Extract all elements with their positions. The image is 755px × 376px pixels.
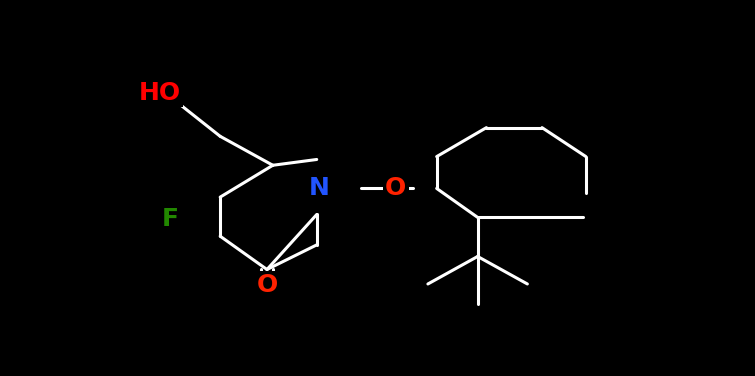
Text: N: N (310, 176, 330, 200)
Text: N: N (310, 176, 330, 200)
Text: O: O (257, 273, 278, 297)
Text: O: O (385, 176, 406, 200)
Text: HO: HO (138, 81, 180, 105)
Text: F: F (162, 207, 179, 231)
Text: O: O (257, 273, 278, 297)
Text: HO: HO (138, 81, 180, 105)
Text: F: F (162, 207, 179, 231)
Text: O: O (385, 176, 406, 200)
